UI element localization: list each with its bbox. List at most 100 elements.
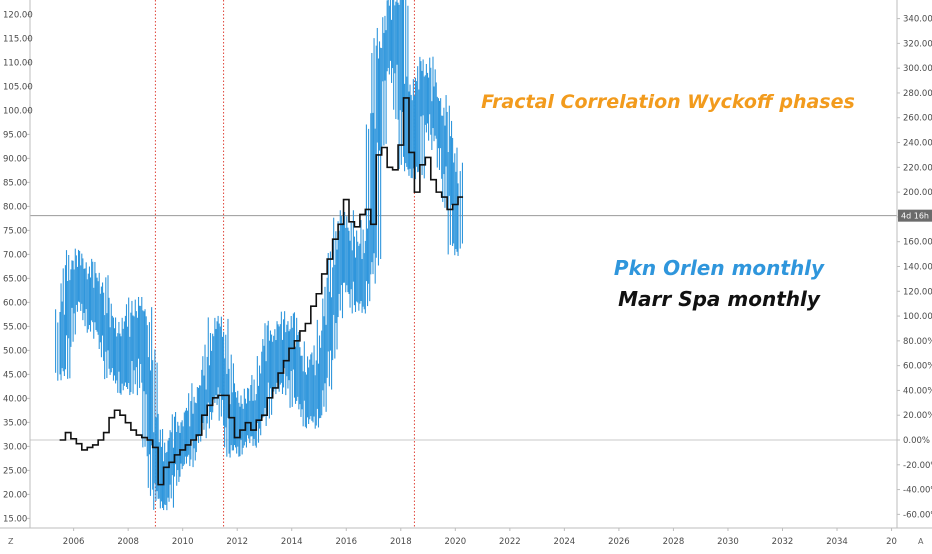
marr-spa-series — [59, 97, 464, 486]
right-tick-label: 300.00% — [903, 64, 932, 74]
annotations: Fractal Correlation Wyckoff phases Pkn O… — [481, 91, 855, 311]
left-tick-label: 70.00 — [3, 250, 27, 260]
marr-spa-point — [304, 322, 306, 325]
marr-spa-point — [233, 436, 236, 439]
marr-spa-point — [217, 394, 219, 396]
marr-spa-point — [184, 444, 187, 446]
x-tick-label: 2028 — [663, 537, 685, 547]
x-tick-label: 2034 — [826, 537, 848, 547]
marr-spa-point — [310, 305, 312, 307]
left-tick-label: 90.00 — [3, 154, 27, 164]
right-tick-label: 200.00% — [903, 188, 932, 198]
marr-spa-point — [386, 166, 388, 168]
right-tick-label: 340.00% — [903, 15, 932, 25]
marr-spa-point — [92, 444, 94, 446]
right-tick-label: 140.00% — [903, 262, 932, 272]
marr-spa-point — [250, 429, 252, 431]
marr-spa-point — [288, 347, 290, 349]
marr-spa-point — [86, 446, 88, 449]
right-tick-label: 160.00% — [903, 238, 932, 248]
marr-spa-point — [222, 394, 225, 396]
corner-label-right: A — [918, 537, 924, 546]
x-tick-label: 2024 — [554, 537, 576, 547]
marr-spa-point — [441, 196, 443, 198]
left-tick-label: 45.00 — [3, 370, 27, 380]
x-tick-label: 2018 — [390, 537, 412, 547]
marr-spa-point — [326, 258, 328, 260]
marr-spa-point — [315, 293, 317, 295]
left-tick-label: 35.00 — [3, 418, 27, 428]
x-tick-label: 2014 — [281, 537, 303, 547]
right-tick-label: -40.00% — [903, 486, 932, 496]
marr-spa-point — [146, 439, 148, 441]
marr-spa-point — [81, 449, 83, 451]
x-tick-label: 2016 — [335, 537, 357, 547]
x-tick-label: 2020 — [445, 537, 467, 547]
left-tick-label: 25.00 — [3, 466, 27, 476]
right-tick-label: 260.00% — [903, 114, 932, 124]
right-tick-label: 20.00% — [903, 411, 932, 421]
marr-spa-point — [348, 221, 350, 223]
marr-spa-point — [152, 446, 154, 449]
marr-spa-point — [266, 397, 268, 399]
marr-spa-point — [108, 417, 110, 419]
marr-spa-point — [157, 484, 159, 486]
marr-spa-point — [59, 439, 61, 441]
left-tick-label: 60.00 — [3, 298, 27, 308]
marr-spa-point — [130, 429, 132, 431]
right-tick-label: 220.00% — [903, 163, 932, 173]
left-tick-label: 15.00 — [3, 514, 27, 524]
right-tick-label: 280.00% — [903, 89, 932, 99]
marr-spa-point — [337, 223, 339, 225]
pkn-orlen-series — [55, 0, 463, 511]
marr-spa-point — [419, 164, 421, 166]
marr-spa-point — [402, 97, 405, 99]
marr-spa-point — [228, 417, 230, 419]
left-tick-label: 55.00 — [3, 322, 27, 332]
left-tick-label: 120.00 — [3, 10, 33, 20]
marr-spa-point — [239, 429, 241, 431]
marr-spa-point — [103, 431, 105, 434]
right-tick-label: 100.00% — [903, 312, 932, 322]
right-tick-label: -60.00% — [903, 510, 932, 520]
marr-spa-point — [64, 431, 67, 434]
left-tick-label: 95.00 — [3, 130, 27, 140]
corner-label-left: Z — [8, 537, 14, 546]
x-tick-label: 2006 — [63, 537, 85, 547]
marr-spa-point — [375, 154, 377, 156]
annotation-wyckoff-title: Fractal Correlation Wyckoff phases — [481, 91, 855, 113]
marr-spa-point — [408, 151, 410, 154]
right-tick-label: 40.00% — [903, 386, 932, 396]
marr-spa-point — [113, 409, 116, 411]
marr-spa-point — [293, 340, 296, 342]
marr-spa-point — [282, 360, 285, 362]
marr-spa-point — [195, 434, 197, 436]
marr-spa-point — [190, 439, 192, 441]
legend-pkn-orlen: Pkn Orlen monthly — [614, 256, 825, 280]
marr-spa-point — [261, 414, 263, 416]
left-tick-label: 85.00 — [3, 178, 27, 188]
right-tick-label: -20.00% — [903, 461, 932, 471]
left-tick-label: 30.00 — [3, 442, 27, 452]
marr-spa-point — [168, 461, 170, 463]
right-tick-label: 80.00% — [903, 337, 932, 347]
marr-spa-point — [435, 191, 437, 193]
legend-marr-spa: Marr Spa monthly — [618, 287, 821, 311]
marr-spa-point — [141, 436, 143, 439]
marr-spa-point — [397, 144, 399, 146]
price-tag-box — [898, 209, 932, 222]
marr-spa-point — [97, 439, 99, 441]
marr-spa-point — [381, 146, 383, 149]
left-tick-label: 65.00 — [3, 274, 27, 284]
marr-spa-point — [124, 422, 127, 424]
marr-spa-point — [424, 156, 426, 159]
marr-spa-point — [179, 449, 181, 451]
marr-spa-point — [364, 208, 366, 211]
left-tick-label: 75.00 — [3, 226, 27, 236]
right-tick-label: 120.00% — [903, 287, 932, 297]
marr-spa-point — [342, 198, 345, 201]
marr-spa-line — [59, 97, 464, 486]
